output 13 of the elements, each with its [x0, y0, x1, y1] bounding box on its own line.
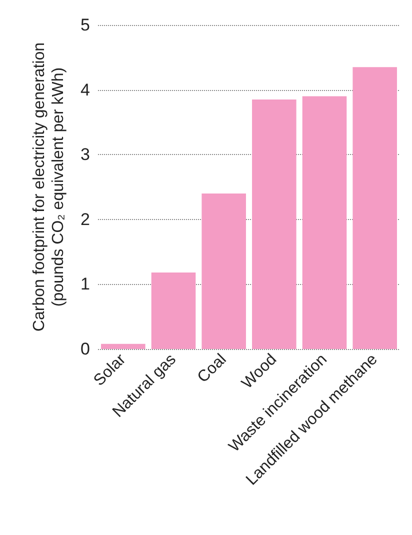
bar: [252, 100, 296, 349]
y-tick-label: 3: [80, 145, 90, 164]
y-axis-title: Carbon footprint for electricity generation (pounds CO₂ equivalent per kWh): [31, 42, 67, 332]
y-tick-label: 0: [80, 340, 90, 358]
bar: [101, 344, 146, 349]
bar: [202, 193, 246, 349]
y-tick-label: 1: [80, 274, 90, 294]
y-tick-label: 2: [80, 210, 90, 229]
y-tick-label: 4: [80, 80, 90, 100]
bar: [302, 96, 347, 349]
bar: [352, 67, 397, 349]
bar: [151, 272, 196, 349]
y-tick-label: 5: [80, 16, 90, 34]
